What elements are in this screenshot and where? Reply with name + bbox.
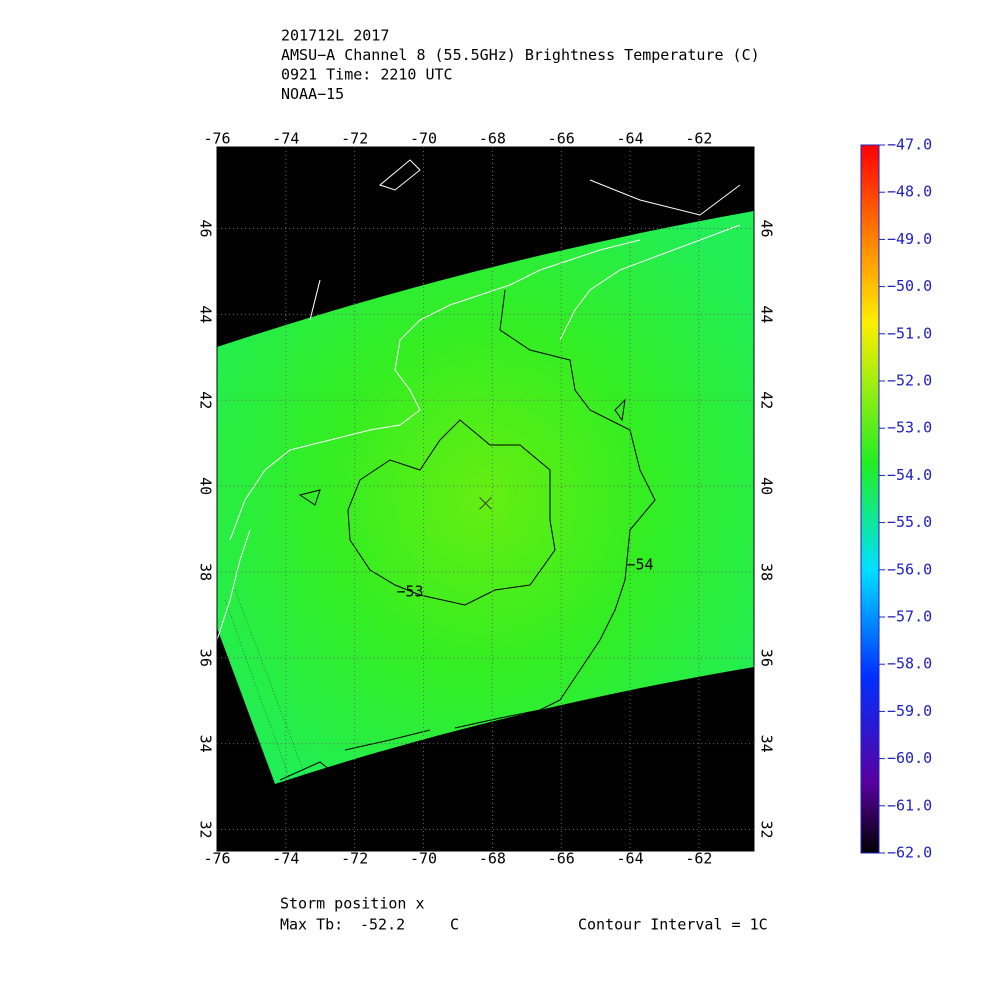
lon-tick-label: -68 <box>479 130 506 148</box>
swath-edge <box>216 589 306 785</box>
contours <box>279 289 656 781</box>
max-tb-value: -52.2 <box>360 916 405 934</box>
lon-tick-label: -70 <box>410 850 437 868</box>
lon-tick-label: -72 <box>341 130 368 148</box>
lat-tick-label: 36 <box>197 649 215 667</box>
lat-tick-label: 32 <box>197 821 215 839</box>
colorbar-tick-label: −60.0 <box>887 749 932 767</box>
colorbar: −47.0 −48.0 −49.0 −50.0 −51.0 −52.0 −53.0 −54.0… <box>860 136 932 862</box>
lat-tick-label: 38 <box>197 563 215 581</box>
lat-tick-label: 38 <box>758 563 776 581</box>
title-line: 201712L 2017 <box>281 27 389 45</box>
colorbar-tick-label: −54.0 <box>887 466 932 484</box>
lon-tick-label: -62 <box>685 130 712 148</box>
storm-marker <box>479 496 492 510</box>
contour-label: −53 <box>396 583 423 601</box>
title-line: AMSU−A Channel 8 (55.5GHz) Brightness Te… <box>281 46 760 64</box>
lon-tick-label: -74 <box>272 850 299 868</box>
lon-tick-label: -66 <box>548 850 575 868</box>
lon-tick-label: -76 <box>203 130 230 148</box>
colorbar-tick-label: −50.0 <box>887 277 932 295</box>
colorbar-tick-label: −55.0 <box>887 513 932 531</box>
colorbar-tick-label: −47.0 <box>887 136 932 154</box>
colorbar-tick-label: −52.0 <box>887 372 932 390</box>
lat-tick-label: 36 <box>758 649 776 667</box>
title-line: NOAA−15 <box>281 85 344 103</box>
storm-position-note: Storm position x <box>280 895 425 913</box>
colorbar-tick-label: −56.0 <box>887 560 932 578</box>
lat-tick-label: 44 <box>758 305 776 323</box>
colorbar-tick-label: −59.0 <box>887 702 932 720</box>
colorbar-tick-label: −53.0 <box>887 419 932 437</box>
lon-tick-label: -62 <box>685 850 712 868</box>
lon-tick-label: -64 <box>617 850 644 868</box>
colorbar-tick-label: −62.0 <box>887 844 932 862</box>
swath <box>217 211 754 784</box>
contour-interval: Contour Interval = 1C <box>578 916 768 934</box>
lon-tick-label: -76 <box>203 850 230 868</box>
map-frame <box>216 146 755 852</box>
lon-tick-label: -68 <box>479 850 506 868</box>
lat-tick-label: 32 <box>758 821 776 839</box>
lon-tick-label: -66 <box>548 130 575 148</box>
lat-tick-label: 34 <box>197 735 215 753</box>
lon-tick-label: -70 <box>410 130 437 148</box>
colorbar-tick-label: −48.0 <box>887 183 932 201</box>
max-tb-unit: C <box>450 916 459 934</box>
contour-label: −54 <box>626 556 653 574</box>
colorbar-tick-label: −51.0 <box>887 324 932 342</box>
coastline <box>216 159 741 641</box>
lon-tick-label: -74 <box>272 130 299 148</box>
graticule: -76 -76 -74 -74 -72 -72 -70 -70 -68 -68 -66 -66 -64 -… <box>197 130 776 868</box>
title-line: 0921 Time: 2210 UTC <box>281 66 453 84</box>
lat-tick-label: 42 <box>197 391 215 409</box>
lat-tick-label: 42 <box>758 391 776 409</box>
max-tb-label: Max Tb: <box>280 916 343 934</box>
lon-tick-label: -72 <box>341 850 368 868</box>
lon-tick-label: -64 <box>617 130 644 148</box>
lat-tick-label: 40 <box>758 477 776 495</box>
lat-tick-label: 34 <box>758 735 776 753</box>
lat-tick-label: 40 <box>197 477 215 495</box>
colorbar-tick-label: −61.0 <box>887 796 932 814</box>
colorbar-tick-label: −57.0 <box>887 608 932 626</box>
colorbar-tick-label: −49.0 <box>887 230 932 248</box>
lat-tick-label: 46 <box>197 220 215 238</box>
colorbar-tick-label: −58.0 <box>887 655 932 673</box>
lat-tick-label: 44 <box>197 305 215 323</box>
colorbar-scale <box>860 144 880 854</box>
lat-tick-label: 46 <box>758 220 776 238</box>
